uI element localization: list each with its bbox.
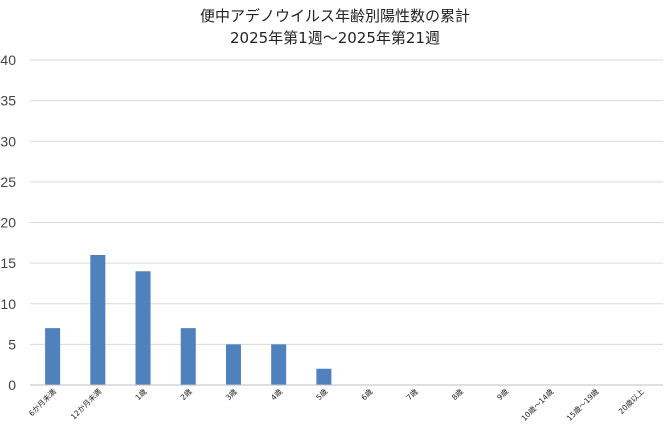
- y-tick-label: 35: [0, 93, 16, 109]
- x-tick-label: 2歳: [178, 386, 194, 402]
- y-tick-label: 25: [0, 174, 16, 190]
- x-axis-ticks: 6か月未満 12か月未満 1歳 2歳 3歳 4歳 5歳 6歳 7歳 8歳 9歳 10歳〜14歳 15歳〜…: [26, 386, 646, 423]
- bar: [225, 344, 241, 385]
- x-tick-label: 4歳: [268, 386, 284, 402]
- x-tick-label: 6歳: [359, 386, 375, 402]
- x-tick-label: 1歳: [133, 386, 149, 402]
- y-axis-ticks: 0 5 10 15 20 25 30 35 40: [0, 52, 16, 393]
- x-tick-label: 15歳〜19歳: [564, 386, 601, 423]
- y-tick-label: 40: [0, 52, 16, 68]
- x-tick-label: 8歳: [449, 386, 465, 402]
- x-tick-label: 7歳: [404, 386, 420, 402]
- bar: [180, 328, 196, 385]
- x-tick-label: 10歳〜14歳: [519, 386, 556, 423]
- x-tick-label: 6か月未満: [26, 386, 58, 418]
- bar: [45, 328, 61, 385]
- x-tick-label: 12か月未満: [68, 386, 103, 421]
- x-tick-label: 3歳: [223, 386, 239, 402]
- x-tick-label: 5歳: [314, 386, 330, 402]
- y-tick-label: 0: [8, 377, 16, 393]
- y-tick-label: 20: [0, 215, 16, 231]
- y-tick-label: 5: [8, 336, 16, 352]
- bar: [271, 344, 287, 385]
- y-tick-label: 15: [0, 255, 16, 271]
- y-tick-label: 30: [0, 133, 16, 149]
- x-tick-label: 20歳以上: [616, 386, 646, 416]
- gridlines: [30, 59, 663, 345]
- bars: [45, 255, 332, 385]
- bar: [90, 255, 106, 385]
- y-tick-label: 10: [0, 296, 16, 312]
- bar: [316, 368, 332, 385]
- chart-title: 便中アデノウイルス年齢別陽性数の累計: [200, 7, 470, 25]
- x-tick-label: 9歳: [494, 386, 510, 402]
- chart-subtitle: 2025年第1週〜2025年第21週: [230, 29, 440, 47]
- bar: [135, 271, 151, 385]
